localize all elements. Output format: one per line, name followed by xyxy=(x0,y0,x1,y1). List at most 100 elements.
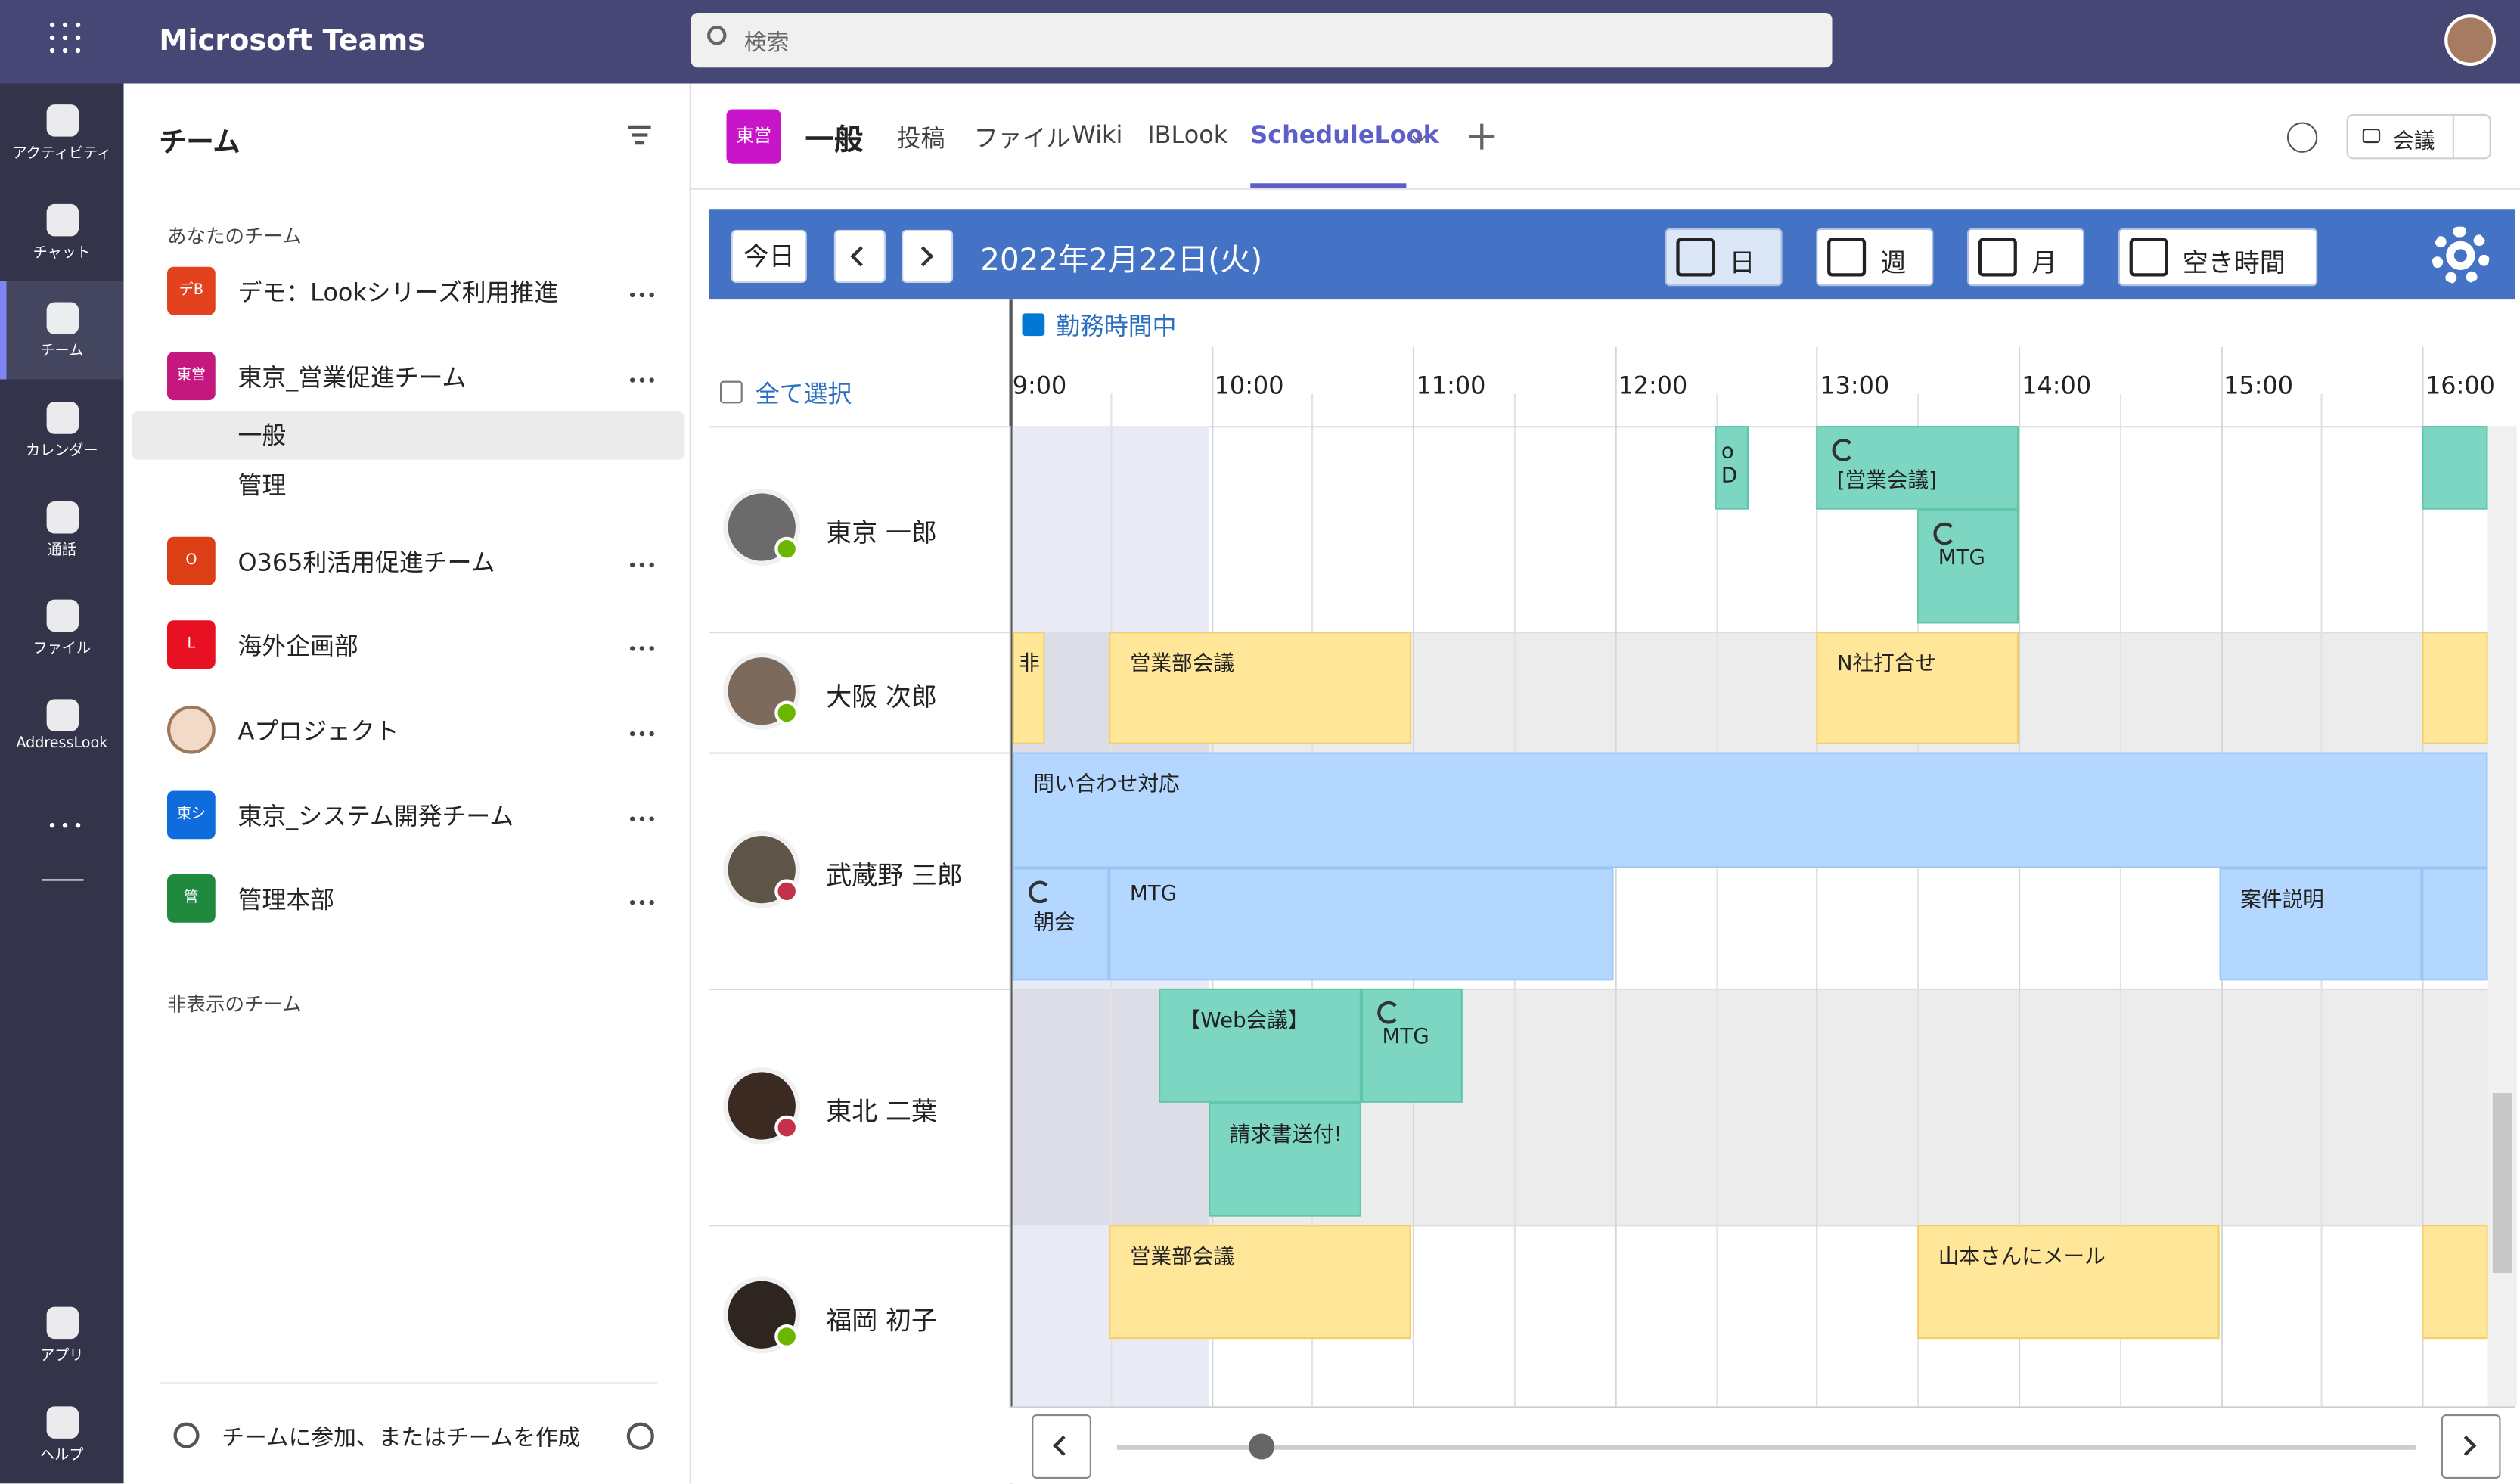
rail-label[interactable]: 通話 xyxy=(47,543,76,560)
rail-icon[interactable] xyxy=(46,302,79,334)
rail-icon[interactable] xyxy=(46,203,79,237)
tab[interactable]: ScheduleLook xyxy=(1250,120,1439,150)
team-more[interactable] xyxy=(624,542,659,577)
meet-button[interactable] xyxy=(2346,113,2491,160)
event[interactable]: N社打合せ xyxy=(1816,632,2019,744)
event[interactable]: 山本さんにメール xyxy=(1917,1225,2220,1340)
event-title: 営業部会議 xyxy=(1129,1245,1235,1270)
chat-icon[interactable] xyxy=(2286,122,2318,153)
team-icon: L xyxy=(167,620,216,669)
hour-line xyxy=(2019,426,2021,1407)
rail-label[interactable]: アクティビティ xyxy=(12,146,112,163)
person-name[interactable]: 大阪 次郎 xyxy=(826,680,938,712)
rail-active-bar xyxy=(0,281,7,380)
rail-label[interactable]: ヘルプ xyxy=(40,1448,84,1464)
channel-highlight xyxy=(132,411,685,460)
tab[interactable]: 投稿 xyxy=(896,123,945,153)
rail-label[interactable]: チャット xyxy=(33,246,91,262)
rail-label[interactable]: ファイル xyxy=(33,641,92,658)
event[interactable]: [営業会議] xyxy=(1816,426,2019,510)
more-dot xyxy=(630,731,635,737)
rail-label[interactable]: AddressLook xyxy=(16,736,108,753)
channel-header xyxy=(691,83,2520,190)
team-more[interactable] xyxy=(624,879,659,914)
team-more[interactable] xyxy=(624,357,659,393)
more-menu[interactable] xyxy=(2379,23,2411,55)
team-name[interactable]: 管理本部 xyxy=(237,885,335,915)
team-more[interactable] xyxy=(624,796,659,831)
v-thumb xyxy=(2492,1093,2512,1273)
event[interactable]: 請求書送付! xyxy=(1209,1102,1361,1217)
time-axis-divider xyxy=(1009,299,1013,1484)
team-more[interactable] xyxy=(624,626,659,661)
team-name[interactable]: Aプロジェクト xyxy=(237,716,399,746)
view-icon xyxy=(1978,238,2017,277)
join-team[interactable]: チームに参加、またはチームを作成 xyxy=(222,1425,581,1451)
event-title: 朝会 xyxy=(1033,911,1075,936)
event-title: 山本さんにメール xyxy=(1938,1245,2106,1270)
rail-icon[interactable] xyxy=(46,599,79,632)
working-check[interactable] xyxy=(1022,313,1045,337)
rail-icon[interactable] xyxy=(46,1406,79,1439)
rail-icon[interactable] xyxy=(46,402,79,434)
select-all-check[interactable] xyxy=(720,380,743,404)
team-more[interactable] xyxy=(624,272,659,307)
team-name[interactable]: O365利活用促進チーム xyxy=(237,548,495,577)
scroll-left[interactable] xyxy=(1032,1414,1091,1479)
time-label: 11:00 xyxy=(1416,371,1486,401)
team-name[interactable]: 東京_システム開発チーム xyxy=(237,802,514,831)
tab[interactable]: ファイル xyxy=(973,123,1071,153)
rail-label[interactable]: カレンダー xyxy=(25,443,98,460)
event[interactable]: 問い合わせ対応 xyxy=(1012,752,2488,868)
today-button[interactable]: 今日 xyxy=(731,229,807,283)
channel-name[interactable]: 一般 xyxy=(237,421,287,450)
event[interactable]: 【Web会議】 xyxy=(1159,988,1361,1103)
event-title: 問い合わせ対応 xyxy=(1033,773,1180,797)
team-name[interactable]: 海外企画部 xyxy=(237,632,358,661)
rail-icon[interactable] xyxy=(46,1306,79,1340)
event[interactable]: 営業部会議 xyxy=(1109,1225,1411,1340)
event[interactable]: 案件説明 xyxy=(2219,868,2422,981)
tab[interactable]: Wiki xyxy=(1072,120,1123,150)
rail-icon[interactable] xyxy=(46,501,79,534)
team-name[interactable]: 東京_営業促進チーム xyxy=(237,363,467,393)
event[interactable]: MTG xyxy=(1109,868,1614,981)
team-name[interactable]: デモ：Lookシリーズ利用推進 xyxy=(237,278,559,307)
rail-icon[interactable] xyxy=(46,699,79,731)
launcher-dot xyxy=(62,35,68,41)
time-label: 14:00 xyxy=(2022,371,2092,401)
event-title: N社打合せ xyxy=(1836,652,1937,677)
half-hour-line xyxy=(2119,426,2121,1407)
event[interactable]: 非 xyxy=(1012,632,1045,744)
event[interactable]: MTG xyxy=(1361,988,1463,1103)
working-label[interactable]: 勤務時間中 xyxy=(1056,312,1177,341)
rail-icon[interactable] xyxy=(46,104,79,137)
profile-avatar[interactable] xyxy=(2444,14,2497,67)
person-name[interactable]: 福岡 初子 xyxy=(826,1304,938,1335)
person-name[interactable]: 武蔵野 三郎 xyxy=(826,858,964,890)
rail-label[interactable]: アプリ xyxy=(40,1348,84,1365)
tab[interactable]: IBLook xyxy=(1147,120,1228,150)
scroll-right[interactable] xyxy=(2441,1414,2501,1479)
search-box[interactable] xyxy=(691,13,1833,68)
hidden-section[interactable]: 非表示のチーム xyxy=(167,993,302,1016)
scroll-handle[interactable] xyxy=(1249,1433,1275,1460)
rail-divider xyxy=(42,879,84,881)
view-icon xyxy=(1827,238,1867,277)
event[interactable]: 営業部会議 xyxy=(1109,632,1411,744)
channel-name[interactable]: 管理 xyxy=(237,470,287,500)
team-more[interactable] xyxy=(624,710,659,746)
event[interactable]: MTG xyxy=(1917,509,2019,624)
event-title: 案件説明 xyxy=(2240,889,2324,913)
event[interactable]: o D xyxy=(1715,426,1749,510)
person-name[interactable]: 東北 二葉 xyxy=(826,1095,938,1126)
event-title: [営業会議] xyxy=(1836,469,1937,494)
rail-label[interactable]: チーム xyxy=(40,343,84,360)
settings-icon[interactable] xyxy=(626,1422,654,1450)
next-button[interactable] xyxy=(902,229,954,283)
event[interactable]: 朝会 xyxy=(1012,868,1109,981)
person-name[interactable]: 東京 一郎 xyxy=(826,517,938,548)
select-all[interactable]: 全て選択 xyxy=(755,379,852,408)
prev-button[interactable] xyxy=(833,229,886,283)
time-label: 12:00 xyxy=(1618,371,1688,401)
